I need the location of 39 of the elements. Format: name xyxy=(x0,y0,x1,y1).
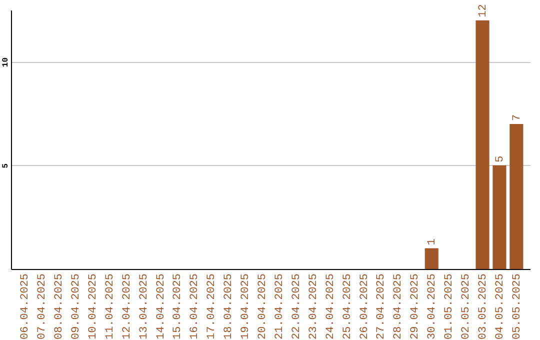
y-tick-label: 10 xyxy=(2,57,10,68)
x-tick-label: 13.04.2025 xyxy=(138,274,150,340)
x-tick-label: 05.05.2025 xyxy=(511,274,524,340)
x-tick-label: 24.04.2025 xyxy=(324,274,337,340)
x-tick-label: 22.04.2025 xyxy=(290,274,303,340)
x-tick-label: 30.04.2025 xyxy=(426,274,439,340)
x-tick-label: 20.04.2025 xyxy=(257,274,270,340)
x-tick-label: 18.04.2025 xyxy=(223,274,236,340)
x-tick-label: 28.04.2025 xyxy=(392,274,405,340)
bar xyxy=(510,124,524,269)
x-tick-label: 02.05.2025 xyxy=(460,274,473,340)
x-tick-label: 27.04.2025 xyxy=(376,274,388,340)
x-tick-label: 15.04.2025 xyxy=(172,274,184,340)
bar xyxy=(476,20,490,269)
data-label: 7 xyxy=(511,114,524,121)
x-tick-label: 07.04.2025 xyxy=(36,274,49,340)
bar xyxy=(424,248,438,269)
x-tick-label: 14.04.2025 xyxy=(155,274,168,340)
x-tick-label: 03.05.2025 xyxy=(478,274,490,340)
x-tick-label: 29.04.2025 xyxy=(410,274,422,340)
x-tick-label: 21.04.2025 xyxy=(274,274,286,340)
bar xyxy=(492,165,506,269)
x-tick-label: 16.04.2025 xyxy=(189,274,202,340)
x-tick-label: 17.04.2025 xyxy=(206,274,218,340)
data-label: 1 xyxy=(426,238,439,246)
x-tick-label: 08.04.2025 xyxy=(53,274,66,340)
x-tick-label: 10.04.2025 xyxy=(87,274,100,340)
x-tick-label: 23.04.2025 xyxy=(308,274,320,340)
x-tick-label: 26.04.2025 xyxy=(358,274,371,340)
x-tick-label: 11.04.2025 xyxy=(104,274,116,340)
x-tick-label: 01.05.2025 xyxy=(444,274,456,340)
data-label: 12 xyxy=(478,4,490,18)
data-label: 5 xyxy=(494,156,506,162)
x-tick-label: 06.04.2025 xyxy=(20,274,32,340)
x-tick-label: 25.04.2025 xyxy=(342,274,354,340)
x-tick-label: 04.05.2025 xyxy=(494,274,506,340)
x-tick-label: 12.04.2025 xyxy=(121,274,134,340)
x-tick-label: 09.04.2025 xyxy=(70,274,82,340)
x-tick-label: 19.04.2025 xyxy=(240,274,252,340)
